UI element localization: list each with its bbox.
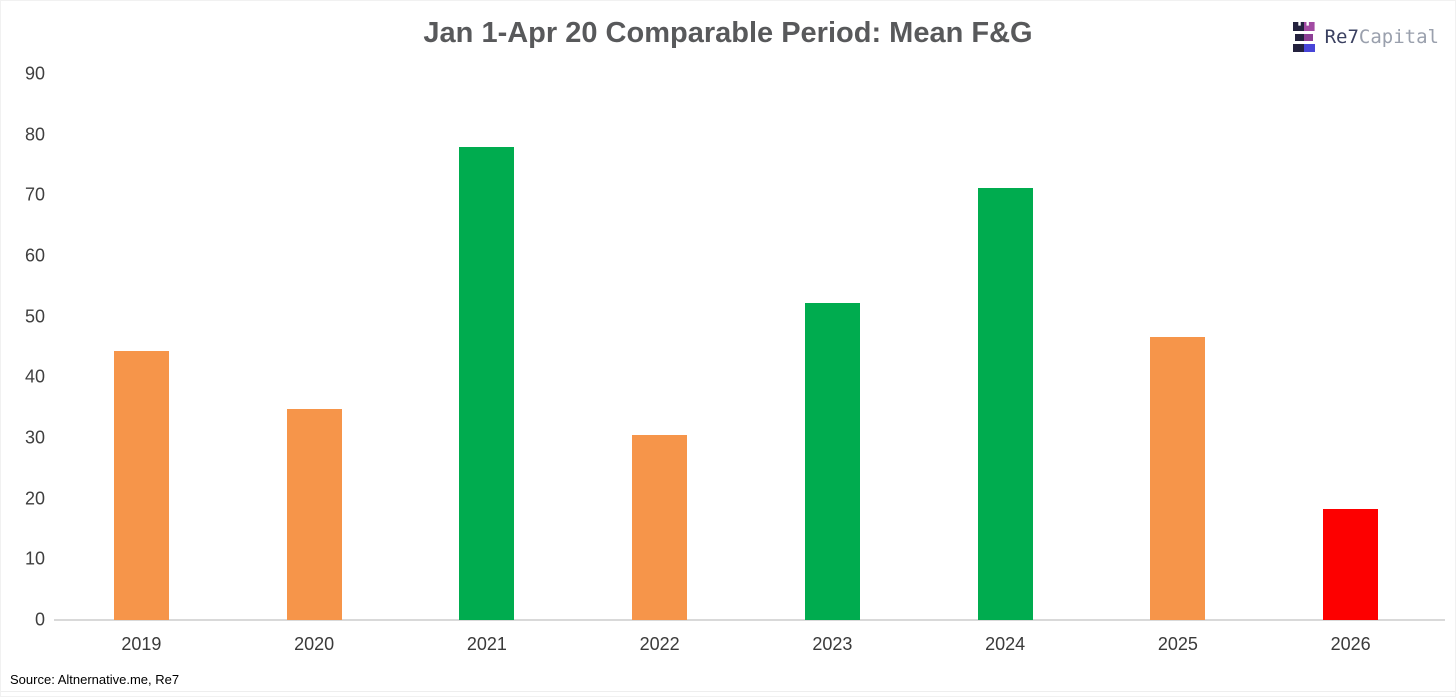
bar-2019[interactable] <box>113 351 169 620</box>
logo-text-re7: Re7 <box>1324 26 1359 48</box>
y-axis-tick-label: 50 <box>24 306 45 327</box>
logo-wordmark: Re7Capital <box>1325 26 1439 48</box>
bar-2024[interactable] <box>977 188 1033 620</box>
bar-2022[interactable] <box>632 434 688 620</box>
re7-capital-logo: Re7Capital <box>1292 22 1439 52</box>
y-axis-tick-label: 90 <box>24 63 45 84</box>
x-axis-label-2026: 2026 <box>1330 634 1371 654</box>
bar-2023[interactable] <box>804 302 860 620</box>
x-axis-label-2024: 2024 <box>985 634 1026 654</box>
x-axis-label-2023: 2023 <box>812 634 853 654</box>
y-axis-tick-label: 40 <box>24 366 45 387</box>
y-axis-tick-label: 10 <box>24 548 45 569</box>
x-axis-label-2022: 2022 <box>639 634 680 654</box>
y-axis-tick-label: 20 <box>24 488 45 509</box>
x-axis-label-2019: 2019 <box>121 634 162 654</box>
re7-logo-icon <box>1292 22 1315 52</box>
chart-title: Jan 1-Apr 20 Comparable Period: Mean F&G <box>423 17 1033 49</box>
y-axis-tick-label: 0 <box>34 609 45 630</box>
y-axis-tick-label: 30 <box>24 427 45 448</box>
logo-bar-middle <box>1294 34 1313 41</box>
source-note: Source: Altnernative.me, Re7 <box>10 672 180 687</box>
x-axis-line <box>54 619 1445 621</box>
logo-bar-bottom <box>1292 44 1315 52</box>
logo-bar-top <box>1292 22 1315 31</box>
bar-2025[interactable] <box>1150 336 1206 620</box>
x-axis-label-2021: 2021 <box>466 634 507 654</box>
logo-text-capital: Capital <box>1358 26 1439 48</box>
bar-2021[interactable] <box>459 146 515 620</box>
y-axis-tick-label: 70 <box>24 184 45 205</box>
y-axis-tick-label: 60 <box>24 245 45 266</box>
x-axis-label-2025: 2025 <box>1157 634 1198 654</box>
y-axis-tick-label: 80 <box>24 124 45 145</box>
bar-2020[interactable] <box>286 408 342 620</box>
x-axis-label-2020: 2020 <box>294 634 335 654</box>
bar-2026[interactable] <box>1323 508 1379 620</box>
bottom-divider <box>1 691 1455 692</box>
